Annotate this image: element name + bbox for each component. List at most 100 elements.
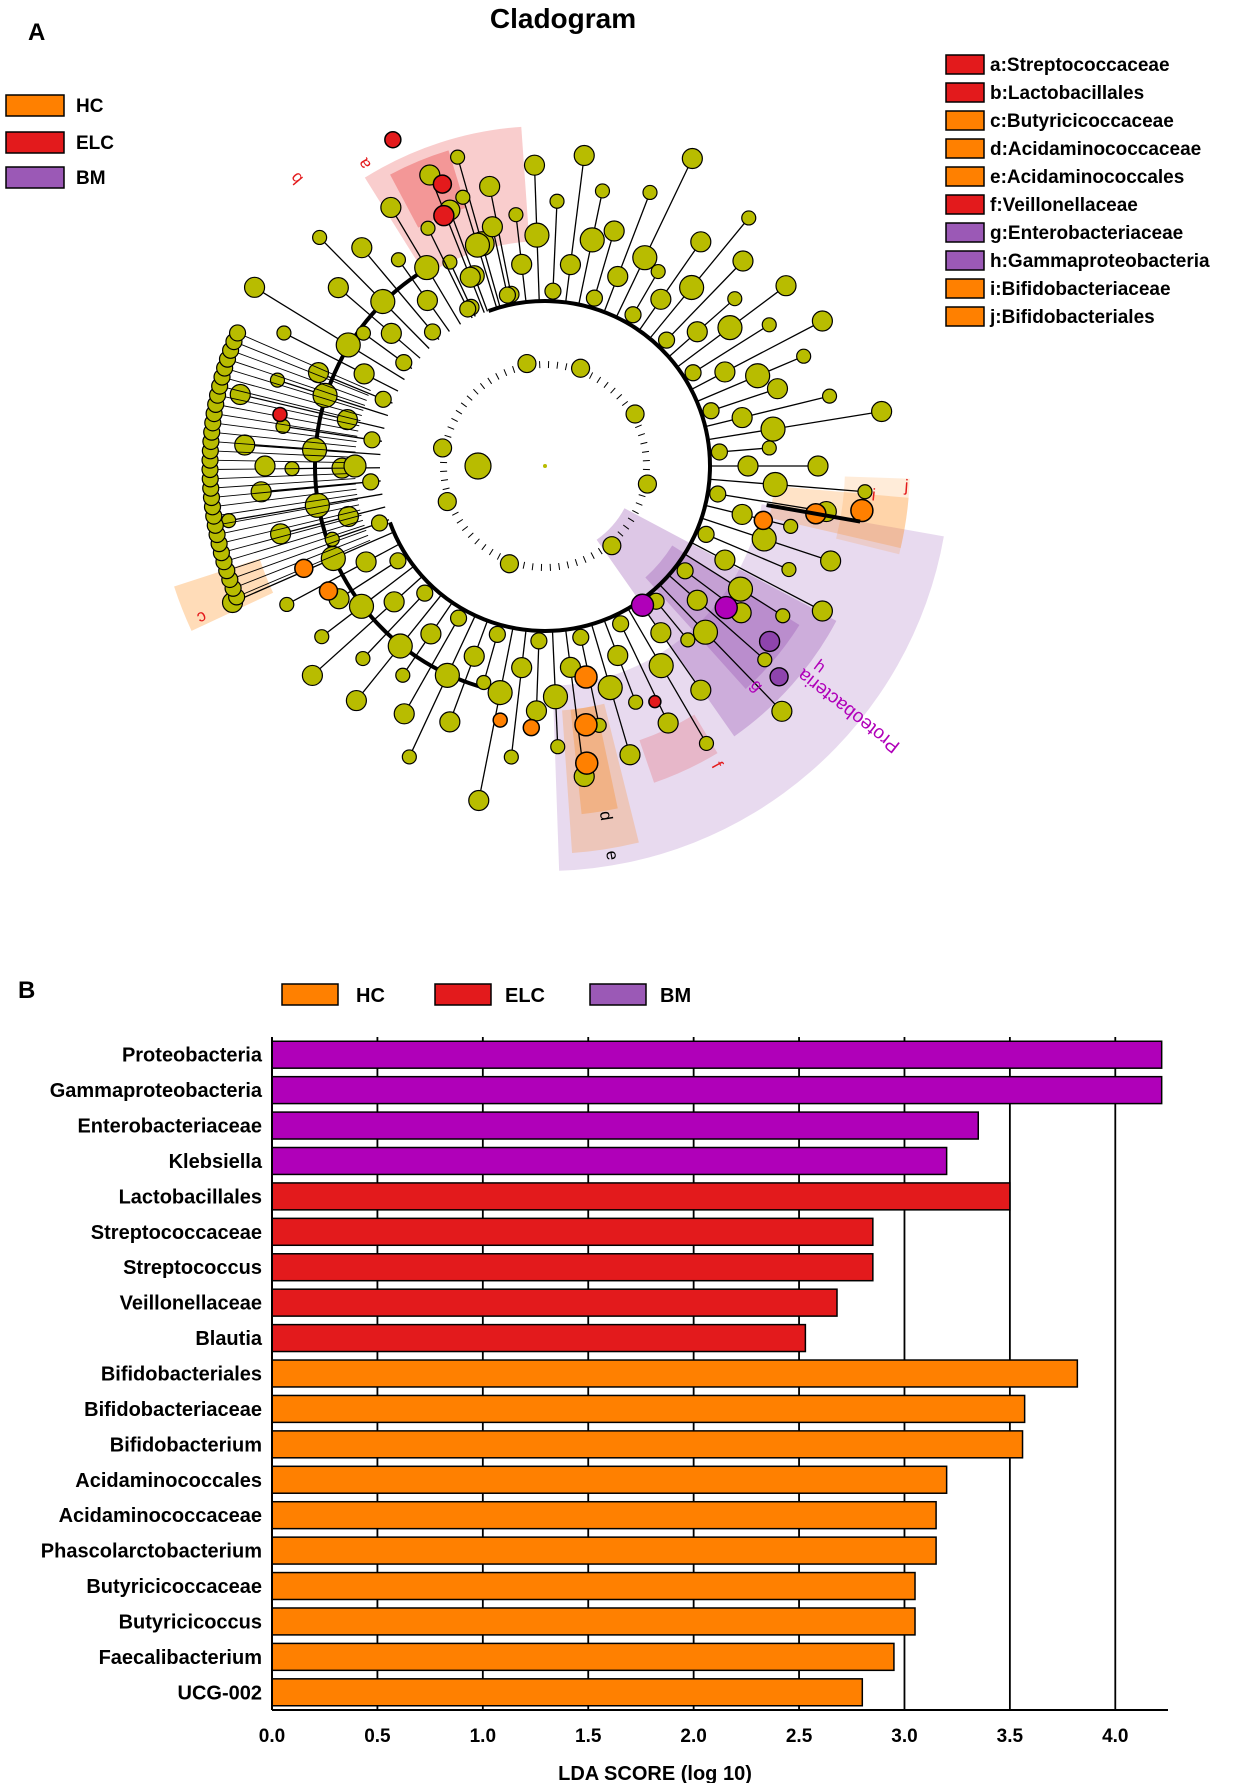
clade-branch	[466, 395, 473, 401]
clade-branch	[210, 441, 356, 453]
clade-node	[761, 317, 777, 333]
clade-branch	[213, 493, 358, 517]
lda-bar	[271, 1536, 937, 1565]
clade-node	[781, 561, 797, 578]
clade-node	[524, 222, 550, 248]
lda-legend-swatch-bm	[589, 983, 647, 1006]
clade-branch	[444, 434, 452, 438]
clade-node	[559, 254, 582, 276]
clade-branch	[603, 192, 651, 313]
clade-branch	[638, 494, 646, 498]
lda-bar	[271, 1678, 864, 1707]
clade-branch	[489, 186, 514, 305]
clade-branch	[574, 559, 578, 567]
taxa-swatch	[945, 166, 985, 187]
clade-branch	[556, 361, 559, 369]
clade-label: i	[871, 485, 877, 504]
clade-branch	[449, 620, 489, 723]
clade-node	[612, 615, 630, 633]
clade-node	[570, 358, 591, 378]
clade-branch	[488, 548, 494, 556]
clade-node	[395, 354, 413, 372]
clade-branch	[212, 488, 357, 508]
clade-node	[681, 147, 703, 170]
clade-branch	[447, 426, 455, 430]
clade-branch	[403, 609, 465, 715]
clade-node	[727, 576, 754, 602]
clade-node	[731, 406, 753, 429]
lda-legend-swatch-hc	[281, 983, 339, 1006]
taxa-legend-item: f:Veillonellaceae	[990, 195, 1138, 216]
taxa-legend-item: c:Butyricicoccaceae	[990, 111, 1174, 132]
lda-tick-label: 0.5	[364, 1726, 391, 1747]
clade-branch	[565, 155, 585, 303]
lda-bar	[271, 1571, 916, 1601]
clade-node	[401, 749, 417, 765]
lda-bar	[271, 1500, 937, 1530]
lda-legend-swatch-elc	[434, 983, 492, 1006]
clade-node	[549, 193, 565, 209]
clade-branch	[221, 376, 362, 416]
clade-node	[476, 674, 492, 691]
clade-node	[619, 744, 641, 766]
clade-node	[269, 372, 286, 388]
clade-branch	[627, 517, 635, 523]
lda-category-label: Blautia	[195, 1328, 263, 1350]
clade-node	[597, 675, 623, 701]
taxa-swatch	[945, 250, 985, 271]
clade-node	[276, 325, 292, 341]
clade-branch	[496, 553, 501, 560]
clade-node	[692, 619, 719, 645]
clade-branch	[286, 543, 400, 606]
clade-node	[751, 526, 777, 552]
clade-node	[630, 593, 655, 617]
clade-node	[758, 630, 781, 653]
clade-branch	[456, 518, 464, 524]
lda-legend: HC ELC BM	[281, 983, 691, 1007]
clade-node	[642, 184, 658, 201]
clade-node	[380, 322, 402, 344]
clade-branch	[219, 385, 361, 422]
clade-branch	[616, 394, 623, 400]
clade-node	[455, 189, 471, 205]
clade-branch	[531, 563, 534, 571]
clade-node	[628, 694, 644, 710]
panel-b-label: B	[18, 977, 35, 1004]
clade-node	[690, 231, 712, 253]
lda-category-label: Streptococcaceae	[91, 1222, 262, 1244]
lda-bar	[271, 1323, 807, 1353]
clade-node	[686, 321, 708, 343]
lda-category-label: Faecalibacterium	[99, 1647, 262, 1669]
taxa-swatch	[945, 82, 985, 103]
taxa-legend-item: g:Enterobacteriaceae	[990, 223, 1183, 244]
lda-bar	[271, 1182, 1011, 1211]
clade-branch	[311, 575, 423, 676]
taxa-swatch	[945, 194, 985, 215]
clade-branch	[638, 241, 702, 331]
clade-node	[335, 332, 361, 358]
clade-node	[351, 237, 373, 259]
cladogram-group-legend: HC ELC BM	[5, 94, 114, 189]
clade-branch	[473, 388, 479, 395]
clade-branch	[659, 260, 744, 348]
taxa-legend-item: d:Acidaminococcaceae	[990, 139, 1201, 160]
clade-node	[625, 404, 645, 424]
lda-category-label: Lactobacillales	[119, 1186, 262, 1208]
taxa-swatch	[945, 306, 985, 327]
clade-node	[686, 589, 708, 611]
clade-node	[324, 531, 340, 547]
clade-node	[348, 593, 375, 619]
clade-node	[479, 175, 501, 198]
clade-branch	[216, 504, 360, 535]
clade-node	[702, 402, 720, 420]
clade-node	[459, 266, 481, 288]
clade-branch	[495, 373, 500, 380]
clade-branch	[638, 433, 646, 437]
clade-node	[572, 628, 590, 646]
clade-node	[648, 653, 674, 679]
clade-branch	[512, 365, 516, 373]
lda-bar	[271, 1040, 1163, 1069]
clade-branch	[460, 402, 468, 408]
clade-branch	[582, 556, 587, 563]
